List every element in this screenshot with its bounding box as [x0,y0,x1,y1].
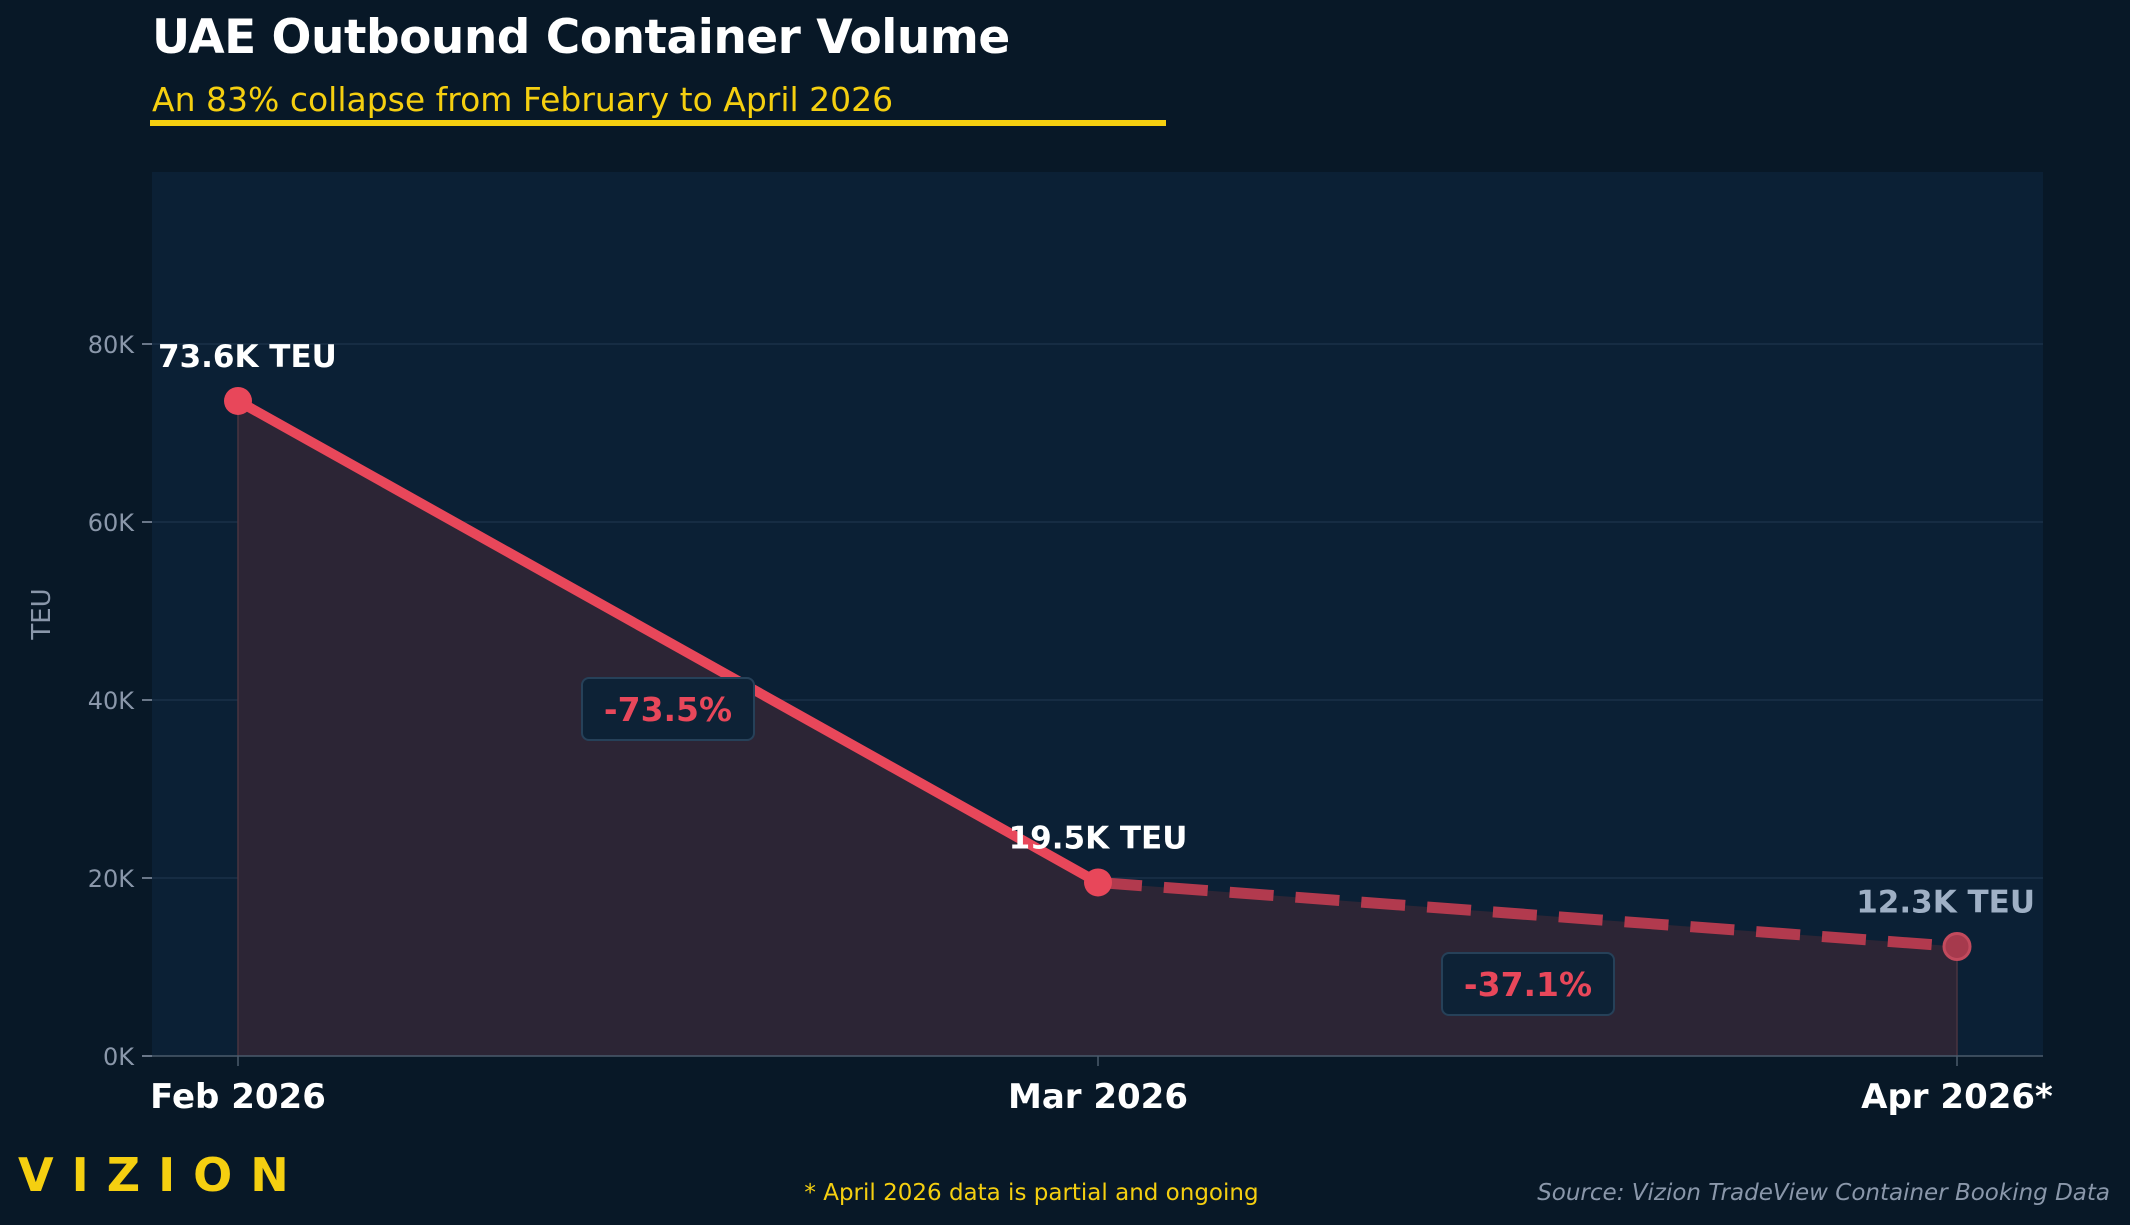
data-label: 73.6K TEU [158,339,337,375]
vizion-logo: VIZION [18,1148,307,1202]
y-tick-label: 40K [88,687,136,715]
x-tick-label: Apr 2026* [1861,1077,2053,1117]
series-line-segment [235,396,1101,887]
change-annotation-box [581,677,755,741]
y-axis-label: TEU [27,588,57,640]
data-point [1084,868,1112,897]
change-annotation-box [1441,952,1615,1016]
data-label: 12.3K TEU [1856,885,2035,921]
data-point-partial [1942,932,1972,962]
x-tick-label: Mar 2026 [1008,1077,1188,1117]
y-tick-label: 60K [88,509,136,537]
data-label: 19.5K TEU [1009,820,1188,856]
series-line-segment-partial [1097,876,1958,953]
chart-subtitle: An 83% collapse from February to April 2… [152,80,894,119]
axes: 0K 20K 40K 60K 80K Feb 2026 Mar 2026 Apr 2026* [88,331,2053,1117]
y-tick-label: 0K [103,1043,135,1071]
y-tick-label: 80K [88,331,136,359]
change-annotation-label: -37.1% [1464,965,1592,1004]
source-note: Source: Vizion TradeView Container Booki… [1537,1180,2110,1206]
y-tick-label: 20K [88,865,136,893]
subtitle-underline [150,120,1166,126]
change-annotations: -73.5% -37.1% [581,677,1615,1016]
series-lines [235,396,1958,953]
area-fill [237,400,1958,1057]
chart-title: UAE Outbound Container Volume [152,10,1010,65]
data-point [224,386,252,415]
area-under-line [238,400,1957,1057]
partial-data-footnote: * April 2026 data is partial and ongoing [804,1180,1259,1206]
data-points: 73.6K TEU 19.5K TEU 12.3K TEU [158,339,2035,962]
x-tick-label: Feb 2026 [150,1077,326,1117]
change-annotation-label: -73.5% [604,690,732,729]
